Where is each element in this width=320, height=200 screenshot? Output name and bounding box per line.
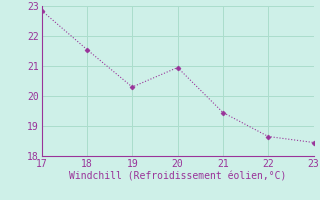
X-axis label: Windchill (Refroidissement éolien,°C): Windchill (Refroidissement éolien,°C) [69, 172, 286, 182]
